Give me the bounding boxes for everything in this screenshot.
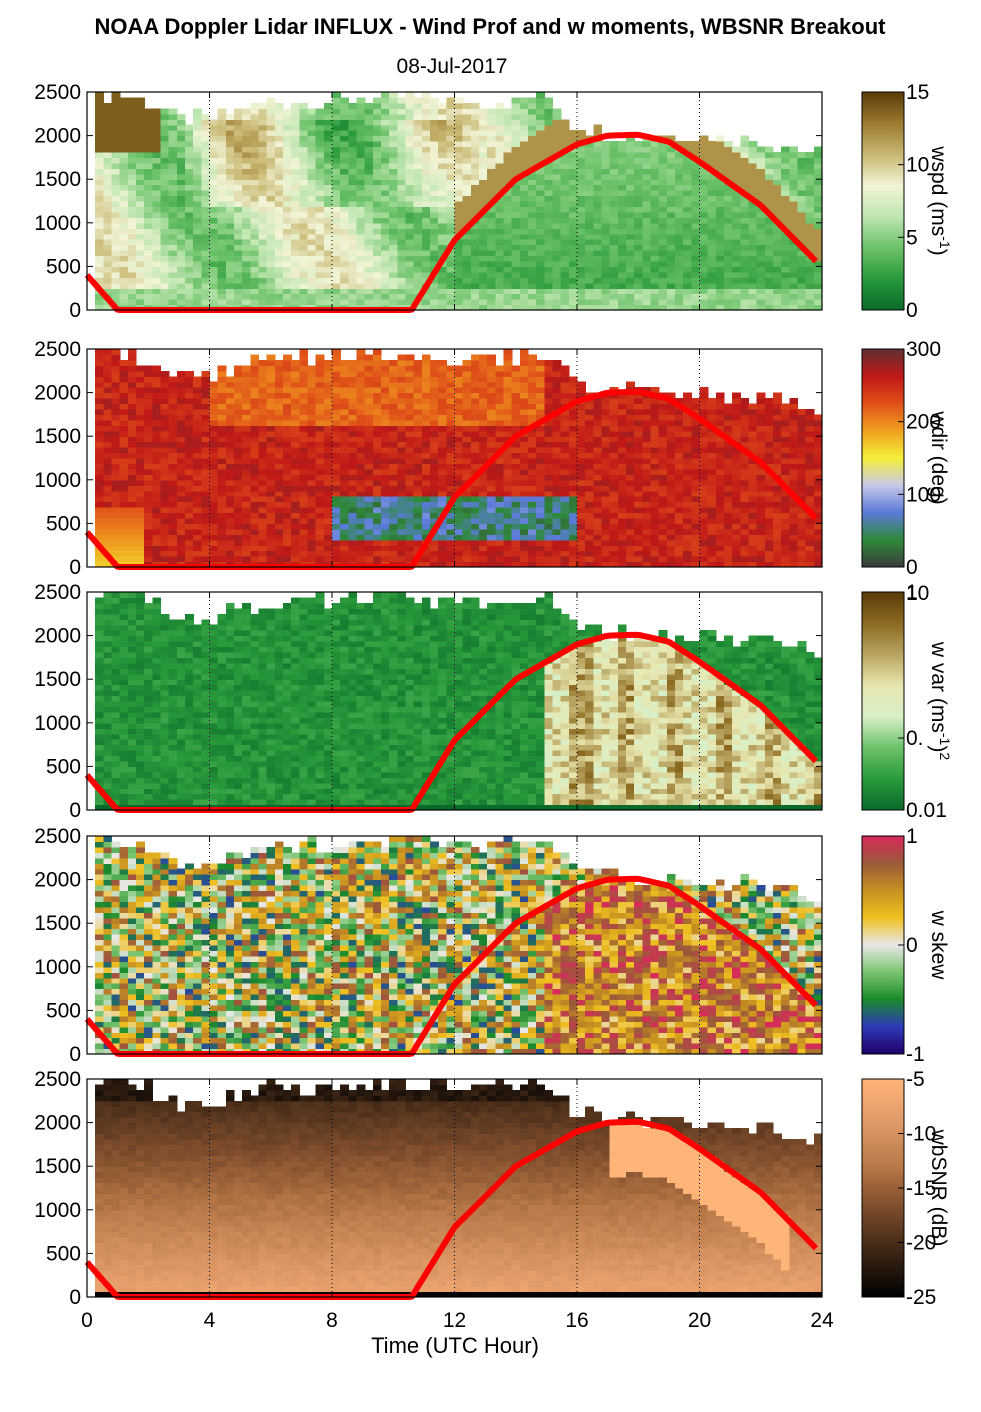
y-tick-label: 1000 xyxy=(34,1199,81,1222)
x-tick-label: 8 xyxy=(326,1309,338,1332)
y-tick-label: 0 xyxy=(69,1043,81,1066)
panel-wdir: 0 500 1000 1500 2000 2500 0 100 200 300 wdir (deg) xyxy=(34,338,950,579)
colorbar-wvar xyxy=(861,591,905,811)
y-tick-label: 2500 xyxy=(34,581,81,604)
colorbar-tick-label: 15 xyxy=(906,81,929,104)
y-tick-label: 1500 xyxy=(34,1155,81,1178)
colorbar-tick-label: 5 xyxy=(906,226,918,249)
x-tick-label: 0 xyxy=(81,1309,93,1332)
y-tick-label: 1500 xyxy=(34,668,81,691)
y-tick-label: 1000 xyxy=(34,212,81,235)
colorbar-tick-label: -5 xyxy=(906,1068,925,1091)
panel-wspd: 0 500 1000 1500 2000 2500 0 5 10 15 wspd (ms-1) xyxy=(34,81,953,322)
x-tick-label: 12 xyxy=(443,1309,466,1332)
colorbar-label-wskew: w skew xyxy=(927,910,950,981)
y-tick-label: 1000 xyxy=(34,469,81,492)
heatmap-wdir xyxy=(95,349,823,568)
colorbar-label-wspd: wspd (ms-1) xyxy=(927,145,953,255)
colorbar-tick-label: 0 xyxy=(906,934,918,957)
y-tick-label: 2000 xyxy=(34,625,81,648)
colorbar-wbsnr xyxy=(861,1078,905,1298)
colorbar-tick-label: 100 xyxy=(906,483,941,506)
y-tick-label: 2000 xyxy=(34,382,81,405)
colorbar-label-wvar: w var (ms-1)2 xyxy=(927,641,953,760)
y-tick-label: 0 xyxy=(69,1286,81,1309)
y-tick-label: 500 xyxy=(46,755,81,778)
y-tick-label: 0 xyxy=(69,556,81,579)
y-tick-label: 1500 xyxy=(34,912,81,935)
colorbar-wskew xyxy=(861,835,905,1055)
heatmap-wvar xyxy=(95,592,823,811)
y-tick-label: 2500 xyxy=(34,81,81,104)
x-tick-label: 24 xyxy=(810,1309,834,1332)
colorbar-tick-label: 10 xyxy=(906,154,929,177)
y-tick-label: 2000 xyxy=(34,1112,81,1135)
colorbar-wspd xyxy=(861,91,905,311)
chart-title: NOAA Doppler Lidar INFLUX - Wind Prof an… xyxy=(94,14,886,39)
heatmap-wbsnr xyxy=(95,1079,823,1298)
y-tick-label: 500 xyxy=(46,999,81,1022)
x-tick-label: 16 xyxy=(565,1309,588,1332)
y-tick-label: 2500 xyxy=(34,338,81,361)
panel-wskew: 0 500 1000 1500 2000 2500 -1 0 1 w skew xyxy=(34,825,950,1066)
y-tick-label: 1500 xyxy=(34,425,81,448)
colorbar-tick-label: 300 xyxy=(906,338,941,361)
panel-wvar: 0 500 1000 1500 2000 2500 0.01 0. 110 w var (ms-1… xyxy=(34,581,953,822)
colorbar-tick-label: -25 xyxy=(906,1286,936,1309)
y-tick-label: 2000 xyxy=(34,869,81,892)
y-tick-label: 500 xyxy=(46,512,81,535)
colorbar-tick-label: 1 xyxy=(906,825,918,848)
y-tick-label: 1500 xyxy=(34,168,81,191)
colorbar-wdir xyxy=(861,348,905,568)
heatmap-wskew xyxy=(95,836,823,1055)
colorbar-tick-label: 0.01 xyxy=(906,799,947,822)
colorbar-label-wbsnr: wbSNR (dB) xyxy=(927,1129,950,1247)
colorbar-tick-label: 0 xyxy=(906,299,918,322)
colorbar-tick-label: 1 xyxy=(906,581,918,604)
colorbar-tick-label: -15 xyxy=(906,1177,936,1200)
y-tick-label: 0 xyxy=(69,299,81,322)
colorbar-tick-label: 10 xyxy=(906,582,929,605)
y-tick-label: 2500 xyxy=(34,1068,81,1091)
y-tick-label: 0 xyxy=(69,799,81,822)
y-tick-label: 1000 xyxy=(34,712,81,735)
x-tick-label: 4 xyxy=(204,1309,216,1332)
colorbar-tick-label: -10 xyxy=(906,1123,936,1146)
y-tick-label: 500 xyxy=(46,1242,81,1265)
x-axis-label: Time (UTC Hour) xyxy=(371,1333,539,1358)
y-tick-label: 500 xyxy=(46,255,81,278)
colorbar-label-wdir: wdir (deg) xyxy=(927,410,950,504)
y-tick-label: 1000 xyxy=(34,956,81,979)
colorbar-tick-label: -1 xyxy=(906,1043,925,1066)
panel-wbsnr: 0 500 1000 1500 2000 2500 0 4 8 12 16 20 24 -25 -20 -15… xyxy=(34,1068,950,1332)
y-tick-label: 2500 xyxy=(34,825,81,848)
colorbar-tick-label: -20 xyxy=(906,1232,936,1255)
heatmap-wspd xyxy=(95,92,823,311)
y-tick-label: 2000 xyxy=(34,125,81,148)
colorbar-tick-label: 0 xyxy=(906,556,918,579)
colorbar-tick-label: 200 xyxy=(906,411,941,434)
colorbar-tick-label: 0. xyxy=(906,727,924,750)
x-tick-label: 20 xyxy=(688,1309,711,1332)
chart-subtitle: 08-Jul-2017 xyxy=(397,55,508,78)
